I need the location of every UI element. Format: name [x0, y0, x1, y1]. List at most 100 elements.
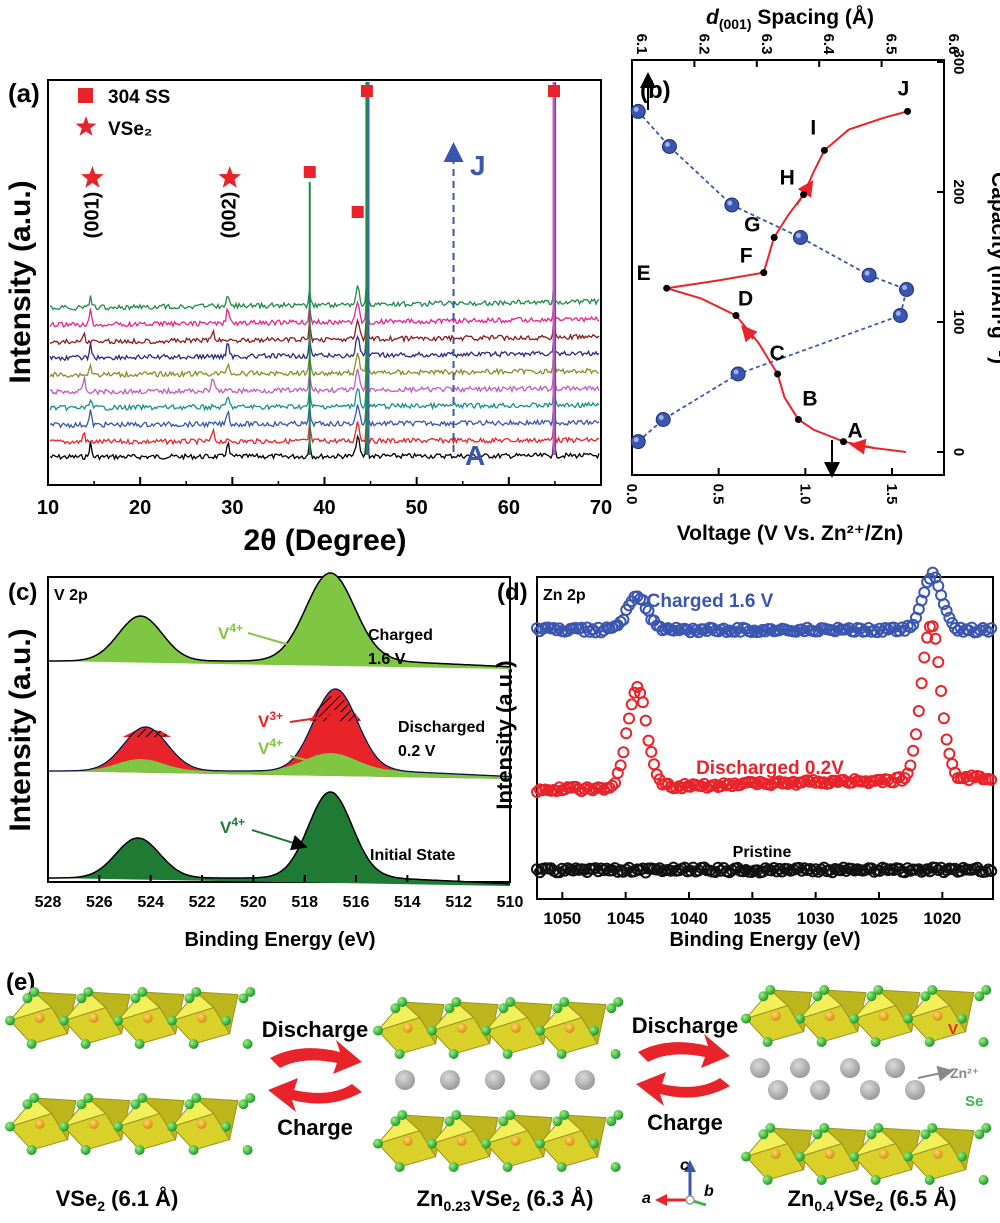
se-atom [498, 1003, 509, 1014]
panel-c-x-tick-label: 524 [137, 894, 164, 911]
se-atom [535, 1138, 545, 1149]
v-atom [770, 1011, 781, 1021]
se-atom [394, 1049, 405, 1059]
zn2p-charged-point [832, 621, 844, 634]
se-atom [184, 993, 195, 1004]
species-label-zn: Zn²⁺ [950, 1065, 979, 1081]
zn2p-discharged-point [926, 620, 939, 633]
panel-a-x-axis-label: 2θ (Degree) [244, 524, 407, 557]
voltage-point-label-D: D [738, 288, 753, 311]
zn2p-discharged-point [709, 778, 722, 791]
panel-c-series-charged-line1: Charged [368, 627, 433, 644]
panel-a-x-tick-label: 40 [313, 497, 335, 519]
zn2p-discharged-point [882, 773, 895, 786]
zn2p-charged-point [759, 625, 772, 638]
se-atom [188, 1145, 199, 1155]
panel-label-a: (a) [8, 78, 40, 108]
panel-c-x-tick-label: 522 [189, 894, 216, 911]
se-atom [76, 993, 87, 1004]
zn2p-pristine-point [684, 864, 697, 877]
voltage-point-G [770, 234, 778, 241]
se-atom [397, 997, 408, 1007]
panel-b-top-axis-label: d(001) Spacing (Å) [706, 5, 874, 32]
panel-b-right-tick-label: 300 [950, 49, 967, 74]
vse2-peak-star-icon [81, 166, 104, 188]
v2p-discharged-v4-fill [48, 753, 510, 779]
zn2p-charged-point [915, 594, 928, 607]
se-atom [535, 1025, 545, 1036]
se-atom [924, 1037, 935, 1047]
se-atom [505, 997, 516, 1007]
v-atom [878, 1011, 889, 1021]
v-atom [456, 1136, 467, 1146]
se-atom [957, 1151, 967, 1162]
v-atom [932, 1011, 943, 1021]
panel-d-x-tick-label: 1025 [860, 909, 898, 928]
legend-label-vse2: VSe₂ [108, 119, 152, 140]
dspacing-point [730, 366, 746, 382]
zn2p-charged-point [923, 572, 936, 585]
species-label-se: Se [965, 1093, 983, 1110]
zn2p-discharged-point [904, 759, 917, 772]
charge-label-1: Charge [277, 1115, 353, 1140]
zn2p-pristine-point [776, 865, 789, 878]
se-atom [981, 1123, 992, 1133]
se-atom [741, 1151, 751, 1162]
panel-d-title: Zn 2p [543, 587, 586, 604]
structure-label-vse2: VSe2 (6.1 Å) [56, 1185, 179, 1214]
se-atom [870, 1175, 881, 1185]
discharge-label-1: Discharge [262, 1017, 368, 1042]
panel-c-y-axis-label: Intensity (a.u.) [4, 628, 37, 831]
se-atom [556, 1049, 567, 1059]
zn2p-discharged-point [960, 770, 973, 783]
se-atom [927, 985, 938, 995]
zn2p-charged-point [962, 624, 975, 637]
panel-b-top-tick-label: 6.4 [820, 34, 837, 56]
zn-ion-atom [575, 1070, 595, 1090]
panel-d-series-pristine: Pristine [733, 844, 792, 861]
zn2p-pristine-point [985, 865, 998, 877]
charge-arrow-icon [268, 1078, 362, 1112]
v-atom [564, 1136, 575, 1146]
zn2p-charged-point [795, 623, 808, 636]
se-atom [137, 1093, 148, 1103]
panel-d-x-tick-label: 1035 [733, 909, 771, 928]
panel-b-top-tick-label: 6.3 [758, 34, 775, 55]
zn2p-charged-point [873, 622, 886, 635]
zn2p-discharged-point [648, 758, 660, 771]
se-atom [134, 1039, 145, 1049]
zn2p-pristine-point [806, 865, 819, 878]
panel-c-series-initial: Initial State [370, 847, 455, 864]
zn2p-pristine-point [949, 862, 961, 875]
se-atom [245, 1093, 256, 1103]
panel-c-x-ticks: 528 526 524 522 520 518 516 514 512 510 [35, 875, 523, 911]
axis-a-arrowhead [655, 1194, 667, 1206]
panel-c-series-discharged-line2: 0.2 V [398, 743, 436, 760]
zn2p-pristine-point [567, 864, 580, 877]
voltage-point-label-G: G [744, 214, 760, 237]
peak-label-001: (001) [81, 192, 103, 239]
zn2p-pristine-point [751, 864, 764, 877]
ss-peak-square-icon [547, 85, 560, 97]
dspacing-point-highlight [795, 233, 801, 238]
se-atom [765, 1123, 776, 1133]
discharge-arrow-icon [638, 1034, 730, 1068]
se-atom [812, 1129, 823, 1140]
se-atom [819, 1123, 830, 1133]
zn2p-pristine-point [558, 864, 571, 877]
zn2p-pristine-point [600, 862, 613, 875]
se-atom [606, 1003, 617, 1014]
zn-ion-atom [750, 1058, 770, 1078]
se-atom [451, 1110, 462, 1120]
v-atom [456, 1023, 467, 1033]
se-atom [978, 1175, 989, 1185]
se-atom [481, 1025, 491, 1036]
panel-b-top-tick-label: 6.1 [633, 34, 650, 55]
panel-d-x-ticks: 1050 1045 1040 1035 1030 1025 1020 [543, 892, 961, 928]
zn2p-discharged-point [896, 774, 909, 787]
legend-square-icon [78, 88, 93, 103]
ss-peak-square-icon [303, 166, 316, 178]
v-atom [510, 1136, 521, 1146]
se-atom [130, 993, 141, 1004]
dspacing-point [861, 267, 877, 283]
